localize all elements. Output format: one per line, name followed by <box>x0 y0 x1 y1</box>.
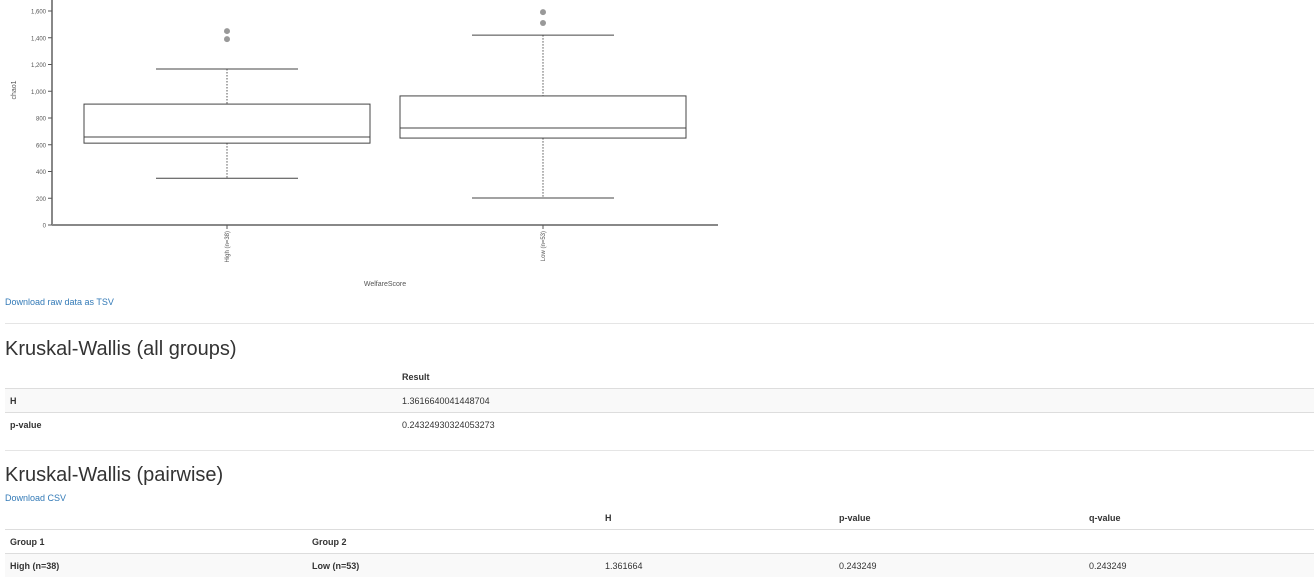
group-header-row: Group 1 Group 2 <box>5 529 1314 554</box>
y-tick-label: 1,400 <box>31 36 47 42</box>
kw-pair-title: Kruskal-Wallis (pairwise) <box>5 464 224 486</box>
y-tick-label: 400 <box>36 170 47 176</box>
row-value: 0.24324930324053273 <box>397 412 1314 436</box>
kw-all-table: Result H 1.3616640041448704 p-value 0.2432… <box>5 365 1314 436</box>
y-axis-label: chao1 <box>11 80 18 99</box>
download-csv-link[interactable]: Download CSV <box>5 493 67 503</box>
cell: High (n=38) <box>5 553 307 577</box>
y-tick-label: 200 <box>36 197 47 203</box>
q-header: q-value <box>1084 506 1314 530</box>
x-tick-label: High (n=38) <box>225 231 231 263</box>
outlier-point <box>540 9 546 16</box>
row-value: 1.3616640041448704 <box>397 388 1314 413</box>
cell: 1.361664 <box>600 553 834 577</box>
result-header: Result <box>397 365 1314 389</box>
group1-header: Group 1 <box>5 529 307 554</box>
download-tsv-link[interactable]: Download raw data as TSV <box>5 297 114 307</box>
cell: Low (n=53) <box>307 553 600 577</box>
cell: 0.243249 <box>1084 553 1314 577</box>
y-tick-label: 0 <box>43 224 47 230</box>
row-label: H <box>5 388 397 413</box>
y-tick-label: 1,200 <box>31 63 47 69</box>
divider <box>5 450 1314 451</box>
p-header: p-value <box>834 506 1084 530</box>
y-tick-label: 600 <box>36 143 47 149</box>
y-tick-label: 1,600 <box>31 10 47 16</box>
outlier-point <box>224 36 230 43</box>
y-tick-label: 1,000 <box>31 90 47 96</box>
table-row: High (n=38) Low (n=53) 1.361664 0.243249 0.2… <box>5 553 1314 577</box>
cell: 0.243249 <box>834 553 1084 577</box>
outlier-point <box>540 20 546 27</box>
kw-all-title: Kruskal-Wallis (all groups) <box>5 338 237 360</box>
divider <box>5 323 1314 324</box>
boxplot-chart: 0 200 400 600 800 1,000 1,200 1,400 1,600 chao1 We… <box>11 0 718 288</box>
group2-header: Group 2 <box>307 529 600 554</box>
table-row: p-value 0.24324930324053273 <box>5 412 1314 436</box>
h-header: H <box>600 506 834 530</box>
row-label: p-value <box>5 412 397 436</box>
x-tick-label: Low (n=53) <box>541 231 547 261</box>
box-iqr <box>399 95 687 139</box>
outlier-point <box>224 28 230 35</box>
table-row: H 1.3616640041448704 <box>5 388 1314 413</box>
x-axis-label: WelfareScore <box>364 281 406 288</box>
y-tick-label: 800 <box>36 117 47 123</box>
